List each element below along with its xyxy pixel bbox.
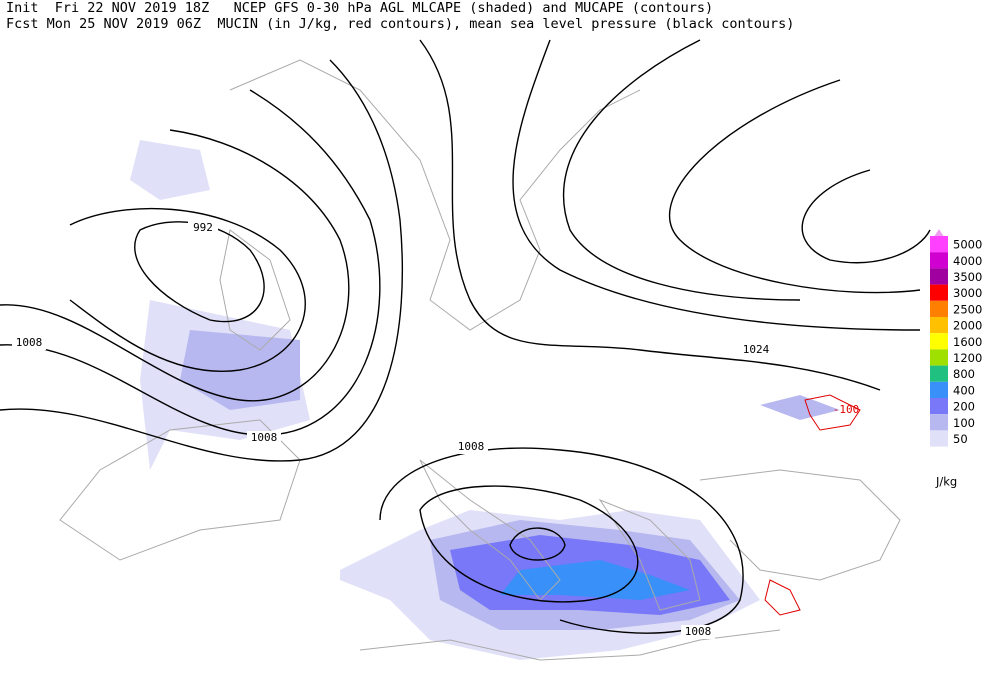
contour-label: 1024 — [743, 343, 770, 356]
isobar — [69, 207, 306, 372]
isobar — [668, 79, 921, 294]
cin-contour — [804, 394, 861, 431]
legend-swatch — [930, 317, 948, 334]
isobar — [512, 39, 921, 331]
legend-label: 50 — [953, 432, 968, 446]
isobar — [563, 39, 801, 301]
coastline — [598, 498, 701, 611]
pressure-contours — [0, 39, 931, 634]
legend-swatch — [930, 430, 948, 447]
isobar — [801, 169, 931, 264]
legend-unit: J/kg — [935, 475, 957, 489]
legend-swatch — [930, 268, 948, 285]
legend-label: 3000 — [953, 286, 982, 300]
legend-label: 200 — [953, 400, 975, 414]
isobar — [379, 447, 744, 634]
legend: J/kg 5000 4000 3500 3000 2500 2000 1600 1200 800… — [930, 229, 982, 489]
contour-label: 1008 — [458, 440, 485, 453]
isobar — [419, 485, 639, 603]
isobar — [509, 527, 566, 561]
legend-label: 100 — [953, 416, 975, 430]
legend-label: 4000 — [953, 254, 982, 268]
legend-label: 1200 — [953, 351, 982, 365]
isobar — [0, 129, 350, 402]
coastline — [219, 229, 291, 351]
shade — [130, 140, 210, 200]
legend-swatch — [930, 252, 948, 269]
cin-contours — [764, 394, 861, 616]
legend-label: 2000 — [953, 319, 982, 333]
contour-label: 1008 — [251, 431, 278, 444]
isobar — [0, 89, 381, 436]
legend-label: 2500 — [953, 302, 982, 316]
contour-label: 1008 — [685, 625, 712, 638]
legend-swatch — [930, 300, 948, 317]
legend-swatch — [930, 349, 948, 366]
contour-label: 1008 — [16, 336, 43, 349]
legend-label: 3500 — [953, 270, 982, 284]
shade — [760, 395, 840, 420]
legend-swatch — [930, 365, 948, 382]
cin-label: -100 — [833, 403, 860, 416]
legend-swatch — [930, 398, 948, 415]
legend-label: 1600 — [953, 335, 982, 349]
header-line: Fcst Mon 25 NOV 2019 06Z MUCIN (in J/kg,… — [6, 16, 794, 32]
legend-label: 400 — [953, 383, 975, 397]
isobar — [419, 39, 881, 391]
label-bg — [454, 440, 488, 454]
legend-swatch — [930, 284, 948, 301]
coastline — [229, 59, 641, 331]
label-bg — [12, 336, 46, 350]
header-line: Init Fri 22 NOV 2019 18Z NCEP GFS 0-30 h… — [6, 0, 713, 16]
label-bg — [739, 343, 773, 357]
label-bg — [681, 625, 715, 639]
legend-swatch — [930, 236, 948, 253]
label-bg — [247, 431, 281, 445]
label-bg — [188, 221, 218, 235]
shade — [500, 560, 690, 600]
legend-label: 5000 — [953, 238, 982, 252]
legend-swatch — [930, 381, 948, 398]
cin-contour — [764, 579, 801, 616]
legend-swatch — [930, 414, 948, 431]
isobar — [0, 59, 404, 462]
legend-label: 800 — [953, 367, 975, 381]
legend-swatch — [930, 333, 948, 350]
contour-label: 992 — [193, 221, 213, 234]
coastline — [699, 469, 901, 581]
